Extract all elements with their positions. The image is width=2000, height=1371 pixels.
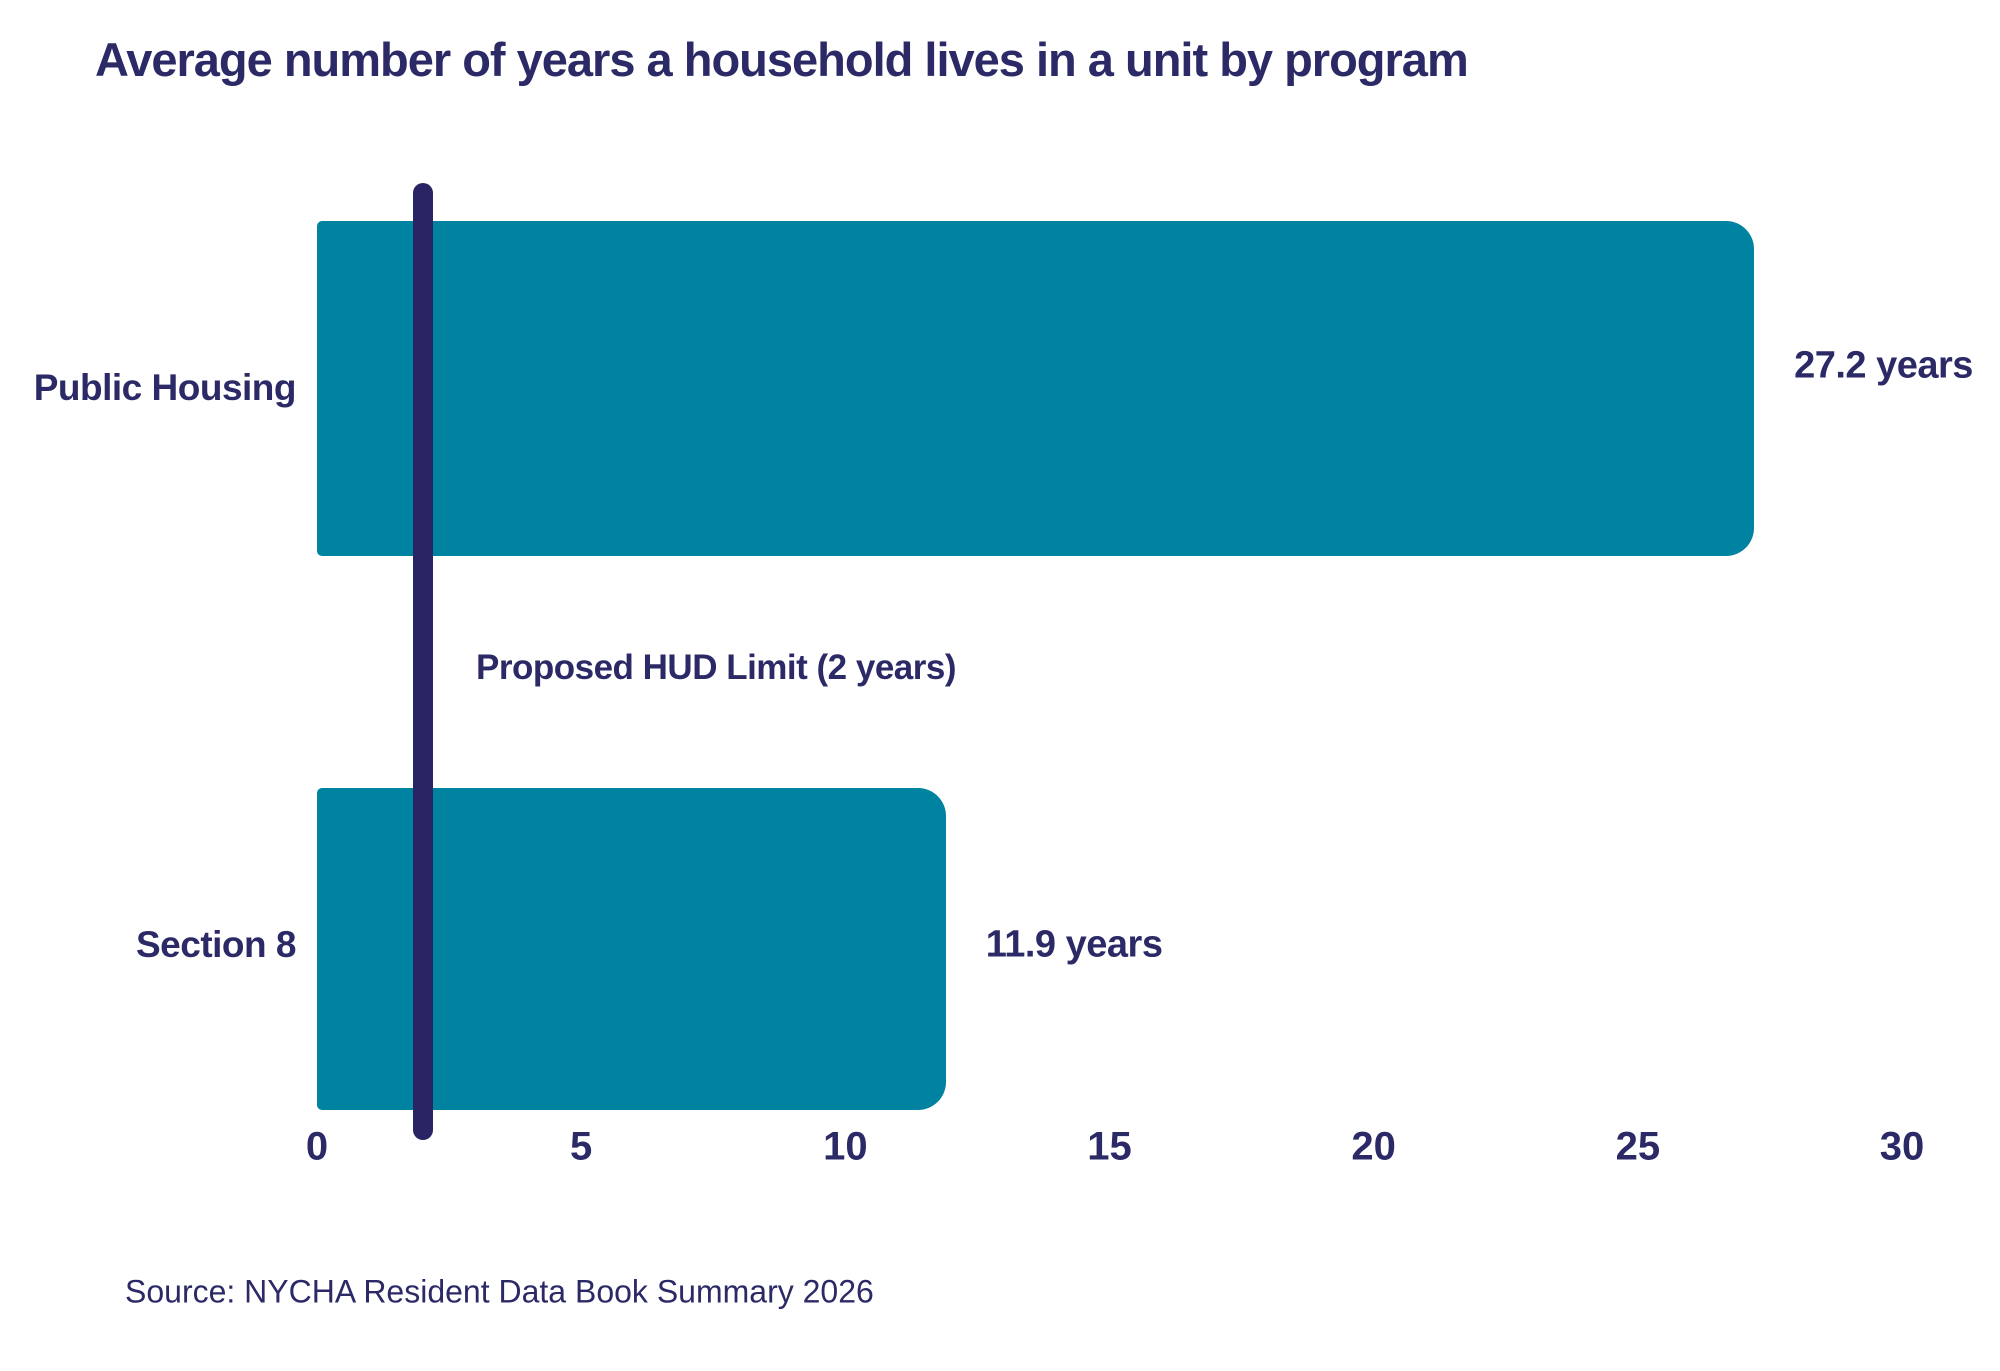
x-tick-25: 25 [1615,1124,1661,1169]
value-label-section-8: 11.9 years [985,923,1163,966]
category-label-public-housing: Public Housing [33,367,297,408]
hud-limit-reference-line [412,183,433,1140]
value-label-public-housing: 27.2 years [1794,344,1973,387]
source-note: Source: NYCHA Resident Data Book Summary… [125,1273,874,1310]
x-tick-10: 10 [823,1124,868,1169]
x-tick-15: 15 [1087,1124,1132,1169]
x-tick-5: 5 [570,1124,593,1169]
hud-limit-label: Proposed HUD Limit (2 years) [476,648,957,687]
bar-public-housing [317,221,1755,556]
x-tick-0: 0 [305,1124,329,1169]
bar-section-8 [317,788,946,1110]
x-tick-30: 30 [1879,1124,1925,1169]
chart-title: Average number of years a household live… [95,33,1469,86]
category-label-section-8: Section 8 [136,924,297,965]
x-tick-20: 20 [1351,1124,1396,1169]
